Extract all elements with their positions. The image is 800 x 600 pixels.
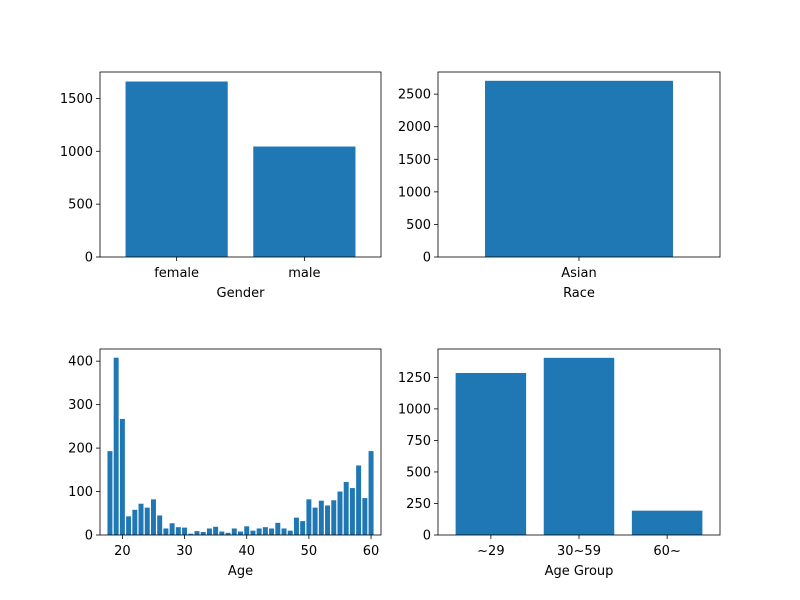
panel-3-bar-age-27 xyxy=(163,528,169,535)
panel-3-bar-age-40 xyxy=(244,526,250,535)
panel-3-frame xyxy=(99,348,382,536)
panel-3-bar-age-21 xyxy=(126,516,132,535)
panel-3-bar-age-51 xyxy=(312,507,318,535)
panel-3-bar-age-47 xyxy=(287,530,293,535)
panel-3-bar-age-45 xyxy=(275,522,281,535)
panel-2-ytick-label: 1000 xyxy=(398,185,431,200)
panel-4-bar-30~59 xyxy=(543,357,615,535)
panel-3-bar-age-25 xyxy=(150,499,156,535)
panel-2-xlabel: Race xyxy=(563,286,595,301)
panel-3-ytick-label: 300 xyxy=(68,398,93,413)
panel-3-bar-age-60 xyxy=(368,451,374,535)
panel-4-ytick-label: 1250 xyxy=(398,371,431,386)
panel-3-bar-age-19 xyxy=(113,357,119,535)
panel-3-bar-age-18 xyxy=(107,451,113,535)
panel-3-bar-age-31 xyxy=(188,533,194,535)
panel-4-xtick-label: ~29 xyxy=(477,544,504,559)
panel-4-ytick-label: 250 xyxy=(406,497,431,512)
panel-4-xlabel: Age Group xyxy=(545,564,614,579)
panel-3-bar-age-48 xyxy=(293,517,299,535)
panel-2-xtick-label: Asian xyxy=(561,266,596,281)
panel-3-bar-age-46 xyxy=(281,528,287,535)
panel-3-bar-age-35 xyxy=(213,526,219,535)
panel-4-ytick-label: 0 xyxy=(423,529,431,544)
panel-3-bar-age-34 xyxy=(206,528,212,535)
panel-3-bar-age-49 xyxy=(300,521,306,535)
panel-3-bar-age-28 xyxy=(169,523,175,535)
panel-4-bar-~29 xyxy=(455,372,527,535)
panel-3-bar-age-41 xyxy=(250,530,256,535)
panel-4-xtick-label: 60~ xyxy=(653,544,680,559)
panel-1-xlabel: Gender xyxy=(217,286,266,301)
panel-3-ytick-label: 200 xyxy=(68,442,93,457)
panel-3-xtick-label: 30 xyxy=(176,544,193,559)
panel-4-ytick-label: 1000 xyxy=(398,402,431,417)
panel-3-xtick-label: 40 xyxy=(238,544,255,559)
panel-1-xtick-label: female xyxy=(154,266,199,281)
panel-2-ytick-label: 2500 xyxy=(398,88,431,103)
panel-3-bar-age-58 xyxy=(356,465,362,535)
panel-3-bar-age-36 xyxy=(219,531,225,535)
panel-2-bar-Asian xyxy=(485,80,673,258)
panel-3-bar-age-29 xyxy=(175,527,181,535)
panel-3-bar-age-20 xyxy=(119,418,125,535)
panel-3-xtick-label: 60 xyxy=(363,544,380,559)
panel-3-bar-age-56 xyxy=(343,481,349,535)
panel-3-bar-age-30 xyxy=(182,527,188,535)
panel-3-bar-age-52 xyxy=(318,500,324,535)
panel-3-xlabel: Age xyxy=(228,564,253,579)
panel-3-bar-age-37 xyxy=(225,532,231,535)
panel-2-ytick-label: 2000 xyxy=(398,120,431,135)
panel-4-frame xyxy=(437,348,721,536)
panel-1-ytick-label: 1000 xyxy=(60,145,93,160)
panel-3-bar-age-33 xyxy=(200,531,206,535)
panel-3-bar-age-32 xyxy=(194,531,200,535)
panel-1-ytick-label: 500 xyxy=(68,198,93,213)
panel-3-bar-age-23 xyxy=(138,503,144,535)
panel-3-bar-age-42 xyxy=(256,528,262,535)
panel-1-ytick-label: 0 xyxy=(85,251,93,266)
panel-3-bar-age-24 xyxy=(144,507,150,535)
panel-1-bar-female xyxy=(125,81,228,257)
panel-1-xtick-label: male xyxy=(288,266,320,281)
panel-2-ytick-label: 0 xyxy=(423,251,431,266)
panel-3-bar-age-39 xyxy=(238,531,243,535)
panel-3-bar-age-44 xyxy=(269,528,275,535)
panel-2-ytick-label: 500 xyxy=(406,218,431,233)
panel-2-ytick-label: 1500 xyxy=(398,153,431,168)
panel-3-bar-age-26 xyxy=(157,515,163,535)
panel-3-bar-age-54 xyxy=(331,500,337,535)
panel-3-bar-age-59 xyxy=(362,498,368,535)
panel-4-xtick-label: 30~59 xyxy=(557,544,601,559)
panel-3-ytick-label: 0 xyxy=(85,529,93,544)
panel-3-xtick-label: 50 xyxy=(301,544,318,559)
panel-3-bar-age-55 xyxy=(337,491,343,535)
panel-4-ytick-label: 500 xyxy=(406,465,431,480)
panel-1-ytick-label: 1500 xyxy=(60,92,93,107)
panel-3-bar-age-22 xyxy=(132,509,138,535)
panel-3-ytick-label: 100 xyxy=(68,485,93,500)
panel-3-ytick-label: 400 xyxy=(68,355,93,370)
panel-3-bar-age-38 xyxy=(231,528,237,535)
panel-4-bar-60~ xyxy=(631,510,703,535)
panel-3-bar-age-43 xyxy=(262,527,268,535)
panel-2-frame xyxy=(437,71,721,258)
panel-3-bar-age-50 xyxy=(306,499,312,535)
panel-3-xtick-label: 20 xyxy=(114,544,131,559)
panel-1-bar-male xyxy=(253,146,356,257)
panel-3-bar-age-57 xyxy=(349,488,355,535)
panel-1-frame xyxy=(99,71,382,258)
panel-4-ytick-label: 750 xyxy=(406,434,431,449)
panel-3-bar-age-53 xyxy=(325,505,331,535)
